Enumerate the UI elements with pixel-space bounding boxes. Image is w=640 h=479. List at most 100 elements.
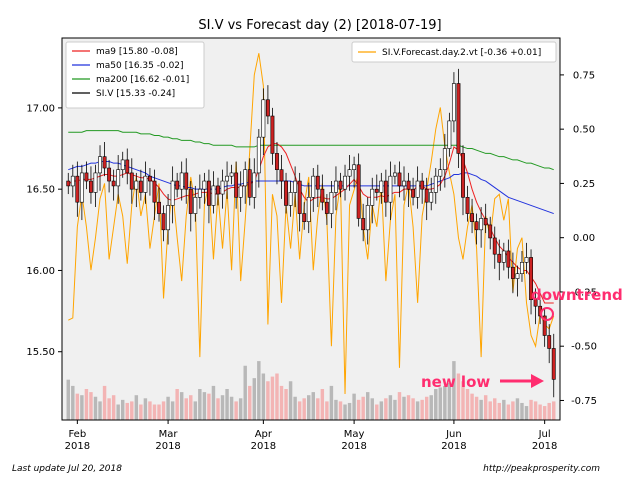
candle-body xyxy=(193,197,198,214)
volume-bar xyxy=(370,398,374,420)
annotation-circle xyxy=(540,307,554,321)
annotation-new-low: new low xyxy=(421,373,490,391)
chart-title: SI.V vs Forecast day (2) [2018-07-19] xyxy=(198,18,441,33)
candle-body xyxy=(461,153,465,198)
volume-bar xyxy=(288,381,293,420)
y-right-tick-label: -0.75 xyxy=(571,396,597,407)
candle-body xyxy=(483,218,488,226)
volume-bar xyxy=(98,401,102,420)
candle-body xyxy=(206,180,211,206)
y-left-tick-label: 16.50 xyxy=(26,185,55,196)
volume-bar xyxy=(520,402,524,420)
x-tick-label: May xyxy=(344,429,365,440)
ma200-line xyxy=(68,130,554,171)
volume-bar xyxy=(415,401,420,420)
volume-bar xyxy=(71,385,75,420)
candle-body xyxy=(465,197,470,214)
candle-body xyxy=(334,180,338,193)
volume-bar xyxy=(293,396,297,420)
y-right-tick-label: -0.25 xyxy=(571,287,597,298)
candle-body xyxy=(66,180,71,187)
candle-body xyxy=(229,172,234,177)
volume-bar xyxy=(284,389,288,420)
legend-entry: SI.V.Forecast.day.2.vt [-0.36 +0.01] xyxy=(382,48,541,58)
volume-bar xyxy=(143,398,148,420)
volume-bar xyxy=(361,396,365,420)
candle-body xyxy=(470,213,474,222)
volume-bar xyxy=(529,399,533,420)
volume-bar xyxy=(524,406,529,420)
volume-bar xyxy=(384,398,388,420)
candle-body xyxy=(243,169,248,187)
candle-body xyxy=(542,315,547,336)
volume-bar xyxy=(234,401,238,420)
candle-body xyxy=(143,175,148,193)
legend-entry: ma9 [15.80 -0.08] xyxy=(96,47,178,57)
volume-bar xyxy=(75,393,80,420)
volume-bar xyxy=(470,393,474,420)
candle-body xyxy=(306,197,311,222)
volume-bar xyxy=(497,402,502,420)
volume-bar xyxy=(456,373,461,420)
ma50-line xyxy=(68,161,554,215)
volume-bar xyxy=(479,399,483,420)
candle-body xyxy=(102,156,107,169)
volume-bar xyxy=(379,401,384,420)
candle-body xyxy=(442,148,447,170)
volume-bar xyxy=(506,404,511,420)
volume-bar xyxy=(243,365,247,420)
annotation-downtrend: downtrend xyxy=(531,286,623,304)
candle-body xyxy=(138,180,143,193)
candle-body xyxy=(188,188,193,214)
candle-body xyxy=(324,201,329,214)
candle-body xyxy=(161,213,166,231)
legend-right-box xyxy=(351,41,557,63)
forecast-line xyxy=(68,53,555,394)
volume-bar xyxy=(238,398,243,420)
candle-body xyxy=(93,172,98,193)
volume-bar xyxy=(547,402,551,420)
volume-bar xyxy=(488,401,492,420)
volume-bar xyxy=(120,399,125,420)
volume-bar xyxy=(515,398,520,420)
volume-bar xyxy=(275,373,279,420)
legend-left: ma9 [15.80 -0.08] ma50 [16.35 -0.02] ma200… xyxy=(65,41,205,109)
volume-bar xyxy=(220,395,225,420)
volume-bar xyxy=(207,393,211,420)
y-right-tick-label: -0.50 xyxy=(571,342,597,353)
volume-bar xyxy=(483,395,488,420)
candle-body xyxy=(347,169,352,177)
y-right-tick-label: 0.75 xyxy=(573,70,595,81)
candle-body xyxy=(320,188,325,203)
volume-bar xyxy=(388,395,393,420)
volume-bar xyxy=(66,379,70,420)
footer-url: http://peakprosperity.com xyxy=(483,464,600,474)
volume-bar xyxy=(338,401,343,420)
volume-bar xyxy=(279,385,284,420)
candle-body xyxy=(479,218,484,231)
candle-body xyxy=(329,192,334,214)
candle-body xyxy=(261,99,266,138)
y-left-tick-label: 15.50 xyxy=(26,347,55,358)
candle-body xyxy=(474,221,479,231)
volume-bar xyxy=(111,395,116,420)
volume-bar xyxy=(93,396,98,420)
volume-bar xyxy=(502,399,506,420)
candle-body xyxy=(447,120,452,149)
candle-body xyxy=(438,169,443,177)
candle-body xyxy=(175,180,180,190)
candle-body xyxy=(89,180,93,193)
candle-body xyxy=(451,83,456,122)
volume-bar xyxy=(189,395,193,420)
volume-bar xyxy=(198,389,202,420)
volume-bar xyxy=(329,385,334,420)
candle-body xyxy=(524,257,529,263)
volume-bar xyxy=(447,382,452,420)
candle-body xyxy=(247,169,252,198)
candle-body xyxy=(238,185,243,198)
volume-bar xyxy=(307,395,311,420)
volume-bar xyxy=(102,385,107,420)
volume-bar xyxy=(542,406,547,420)
volume-bar xyxy=(538,404,542,420)
volume-bar xyxy=(397,392,402,420)
